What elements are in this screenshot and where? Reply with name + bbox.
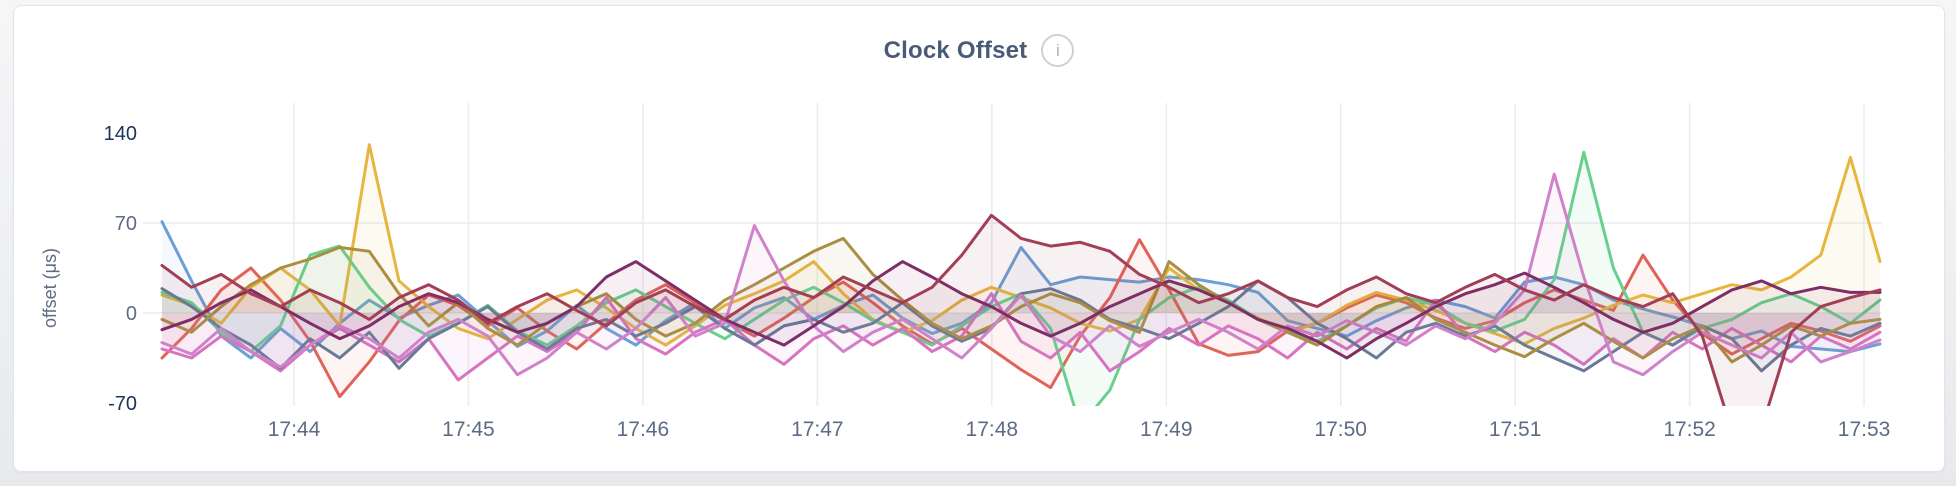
clock-offset-card: Clock Offset i (13, 5, 1945, 472)
x-tick-label: 17:53 (1838, 418, 1891, 441)
y-axis-label: offset (μs) (40, 248, 60, 328)
series-area-maroon (162, 215, 1880, 406)
chart-title: Clock Offset (883, 36, 1028, 64)
series-area-slate (162, 280, 1880, 371)
x-tick-label: 17:46 (617, 418, 670, 441)
chart-header: Clock Offset i (14, 34, 1944, 67)
y-tick-label: -70 (108, 393, 137, 415)
x-tick-label: 17:49 (1140, 418, 1193, 441)
x-tick-label: 17:47 (791, 418, 844, 441)
y-tick-label: 0 (126, 303, 137, 325)
series-line-maroon (160, 213, 1882, 406)
series-lines (160, 143, 1882, 406)
series-line-magenta (160, 292, 1882, 382)
x-tick-label: 17:44 (268, 418, 321, 441)
x-tick-label: 17:50 (1314, 418, 1367, 441)
info-icon[interactable]: i (1041, 34, 1075, 67)
axis-tick-labels: 140 70 0 -70 17:44 17:45 17:46 17:47 17:48 17:49 1… (104, 123, 1891, 441)
x-tick-label: 17:52 (1663, 418, 1716, 441)
series-area-blue (162, 221, 1880, 358)
x-tick-label: 17:45 (442, 418, 495, 441)
series-area-orchid (162, 174, 1880, 375)
series-line-wine (160, 260, 1882, 360)
x-tick-label: 17:48 (966, 418, 1019, 441)
y-tick-label: 70 (115, 213, 137, 235)
series-line-orchid (160, 172, 1882, 377)
series-line-gold (160, 143, 1882, 347)
series-area-wine (162, 261, 1880, 358)
y-tick-label: 140 (104, 123, 137, 145)
series-area-salmon (162, 239, 1880, 397)
series-area-magenta (162, 293, 1880, 380)
x-tick-label: 17:51 (1489, 418, 1542, 441)
series-line-khaki (160, 236, 1882, 364)
